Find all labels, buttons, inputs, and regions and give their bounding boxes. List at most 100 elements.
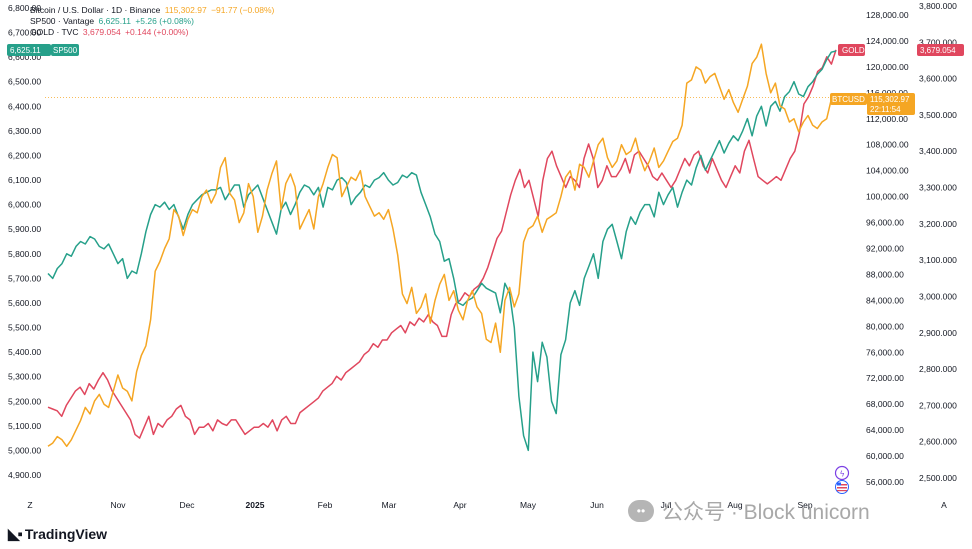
gold-axis: 3,800.000 3,700.000 3,600.000 3,500.000 3,40… — [919, 1, 957, 483]
spx-last-tag: 6,625.11 SP500 — [7, 44, 79, 56]
btc-tick-label: 72,000.00 — [866, 373, 904, 383]
tradingview-wordmark: TradingView — [24, 526, 108, 542]
spx-tick-label: 6,300.00 — [8, 126, 41, 136]
btc-tick-label: 60,000.00 — [866, 451, 904, 461]
spx-axis: 6,800.00 6,700.00 6,600.00 6,500.00 6,400.00… — [8, 3, 41, 480]
x-tick-label: Jun — [590, 500, 604, 510]
gold-tick-label: 3,100.000 — [919, 255, 957, 265]
spx-tick-label: 5,000.00 — [8, 445, 41, 455]
gold-tick-label: 2,500.000 — [919, 473, 957, 483]
spx-tick-label: 5,600.00 — [8, 298, 41, 308]
x-tick-label: Jul — [661, 500, 672, 510]
x-tick-label: Mar — [382, 500, 397, 510]
spx-label: SP500 — [53, 46, 78, 55]
x-axis: Z Nov Dec 2025 Feb Mar Apr May Jun Jul Aug Sep A — [27, 500, 947, 510]
spx-tick-label: 5,100.00 — [8, 421, 41, 431]
btcusd-series-line — [47, 43, 837, 448]
series-layer — [47, 43, 837, 452]
gold-tick-label: 3,300.000 — [919, 183, 957, 193]
spx-tick-label: 5,500.00 — [8, 323, 41, 333]
spx-tick-label: 6,600.00 — [8, 52, 41, 62]
btc-tick-label: 84,000.00 — [866, 295, 904, 305]
watermark-text: 公众号 · Block unicorn — [662, 501, 870, 524]
gold-last-tag: GOLD 3,679.054 — [838, 44, 964, 56]
wechat-watermark: •• 公众号 · Block unicorn — [628, 496, 870, 526]
gold-tick-label: 2,700.000 — [919, 400, 957, 410]
legend-gold-name: GOLD · TVC — [30, 27, 79, 37]
x-tick-label: Z — [27, 500, 32, 510]
legend-spx[interactable]: SP500 · Vantage 6,625.11 +5.26 (+0.08%) — [30, 16, 196, 26]
btc-tick-label: 96,000.00 — [866, 218, 904, 228]
spx-tick-label: 6,000.00 — [8, 200, 41, 210]
gold-tick-label: 2,600.000 — [919, 437, 957, 447]
x-tick-label: Aug — [727, 500, 742, 510]
x-tick-label: Nov — [110, 500, 126, 510]
btc-tick-label: 100,000.00 — [866, 192, 909, 202]
gold-last-value: 3,679.054 — [920, 46, 956, 55]
spx-tick-label: 6,700.00 — [8, 28, 41, 38]
legend-btc-name: Bitcoin / U.S. Dollar · 1D · Binance — [30, 5, 161, 15]
events-icon[interactable]: ϟ — [834, 465, 850, 481]
legend-btc-change: −91.77 (−0.08%) — [211, 5, 275, 15]
legend-spx-name: SP500 · Vantage — [30, 16, 95, 26]
btc-tick-label: 120,000.00 — [866, 62, 909, 72]
btc-tick-label: 128,000.00 — [866, 10, 909, 20]
gold-tick-label: 3,400.000 — [919, 146, 957, 156]
gold-tick-label: 2,900.000 — [919, 328, 957, 338]
x-tick-label: May — [520, 500, 537, 510]
gold-tick-label: 3,700.000 — [919, 37, 957, 47]
btc-last-tag: BTCUSD 115,302.97 22:11:54 — [830, 93, 915, 115]
legend-btc-value: 115,302.97 — [164, 5, 207, 15]
btc-tick-label: 56,000.00 — [866, 477, 904, 487]
us-flag-icon[interactable] — [835, 480, 849, 494]
spx-tick-label: 5,400.00 — [8, 347, 41, 357]
legend-gold[interactable]: GOLD · TVC 3,679.054 +0.144 (+0.00%) — [30, 27, 190, 37]
gold-tick-label: 2,800.000 — [919, 364, 957, 374]
x-tick-label: Dec — [179, 500, 195, 510]
btc-tick-label: 124,000.00 — [866, 36, 909, 46]
btc-tick-label: 108,000.00 — [866, 140, 909, 150]
spx-tick-label: 4,900.00 — [8, 470, 41, 480]
btc-tick-label: 116,000.00 — [866, 88, 908, 98]
legend-gold-change: +0.144 (+0.00%) — [125, 27, 189, 37]
wechat-icon: •• — [628, 500, 654, 522]
spx-tick-label: 5,900.00 — [8, 224, 41, 234]
btc-candle-timer: 22:11:54 — [870, 105, 901, 114]
spx-tick-label: 6,200.00 — [8, 150, 41, 160]
spx-tick-label: 6,100.00 — [8, 175, 41, 185]
gold-tick-label: 3,800.000 — [919, 1, 957, 11]
btc-tick-label: 68,000.00 — [866, 399, 904, 409]
spx-tick-label: 6,800.00 — [8, 3, 41, 13]
btc-label: BTCUSD — [832, 95, 865, 104]
btc-tick-label: 92,000.00 — [866, 244, 904, 254]
spx-last-value: 6,625.11 — [10, 46, 41, 55]
legend-btc[interactable]: Bitcoin / U.S. Dollar · 1D · Binance 115… — [30, 5, 276, 15]
btc-tick-label: 104,000.00 — [866, 166, 909, 176]
legend-gold-value: 3,679.054 — [82, 27, 121, 37]
gold-tick-label: 3,500.000 — [919, 110, 957, 120]
btc-tick-label: 64,000.00 — [866, 425, 904, 435]
x-tick-label: Sep — [797, 500, 812, 510]
btc-tick-label: 80,000.00 — [866, 321, 904, 331]
btc-tick-label: 76,000.00 — [866, 347, 904, 357]
gold-tick-label: 3,000.000 — [919, 291, 957, 301]
spx-tick-label: 6,500.00 — [8, 77, 41, 87]
gold-tick-label: 3,200.000 — [919, 219, 957, 229]
svg-text:ϟ: ϟ — [840, 470, 845, 479]
btc-tick-label: 88,000.00 — [866, 269, 904, 279]
legend-spx-value: 6,625.11 — [98, 16, 131, 26]
btc-axis: 128,000.00 124,000.00 120,000.00 116,000.00… — [866, 10, 909, 487]
gold-tick-label: 3,600.000 — [919, 74, 957, 84]
sp500-series-line — [47, 50, 837, 452]
tradingview-logo[interactable]: ◣▪ TradingView — [8, 525, 107, 543]
spx-tick-label: 5,300.00 — [8, 372, 41, 382]
x-tick-label: Apr — [453, 500, 466, 510]
spx-tick-label: 5,800.00 — [8, 249, 41, 259]
tradingview-logo-icon: ◣▪ — [8, 526, 23, 543]
x-tick-label: Feb — [318, 500, 333, 510]
spx-tick-label: 5,200.00 — [8, 396, 41, 406]
btc-last-value: 115,302.97 — [870, 95, 910, 104]
x-tick-label: A — [941, 500, 947, 510]
btc-tick-label: 112,000.00 — [866, 114, 908, 124]
